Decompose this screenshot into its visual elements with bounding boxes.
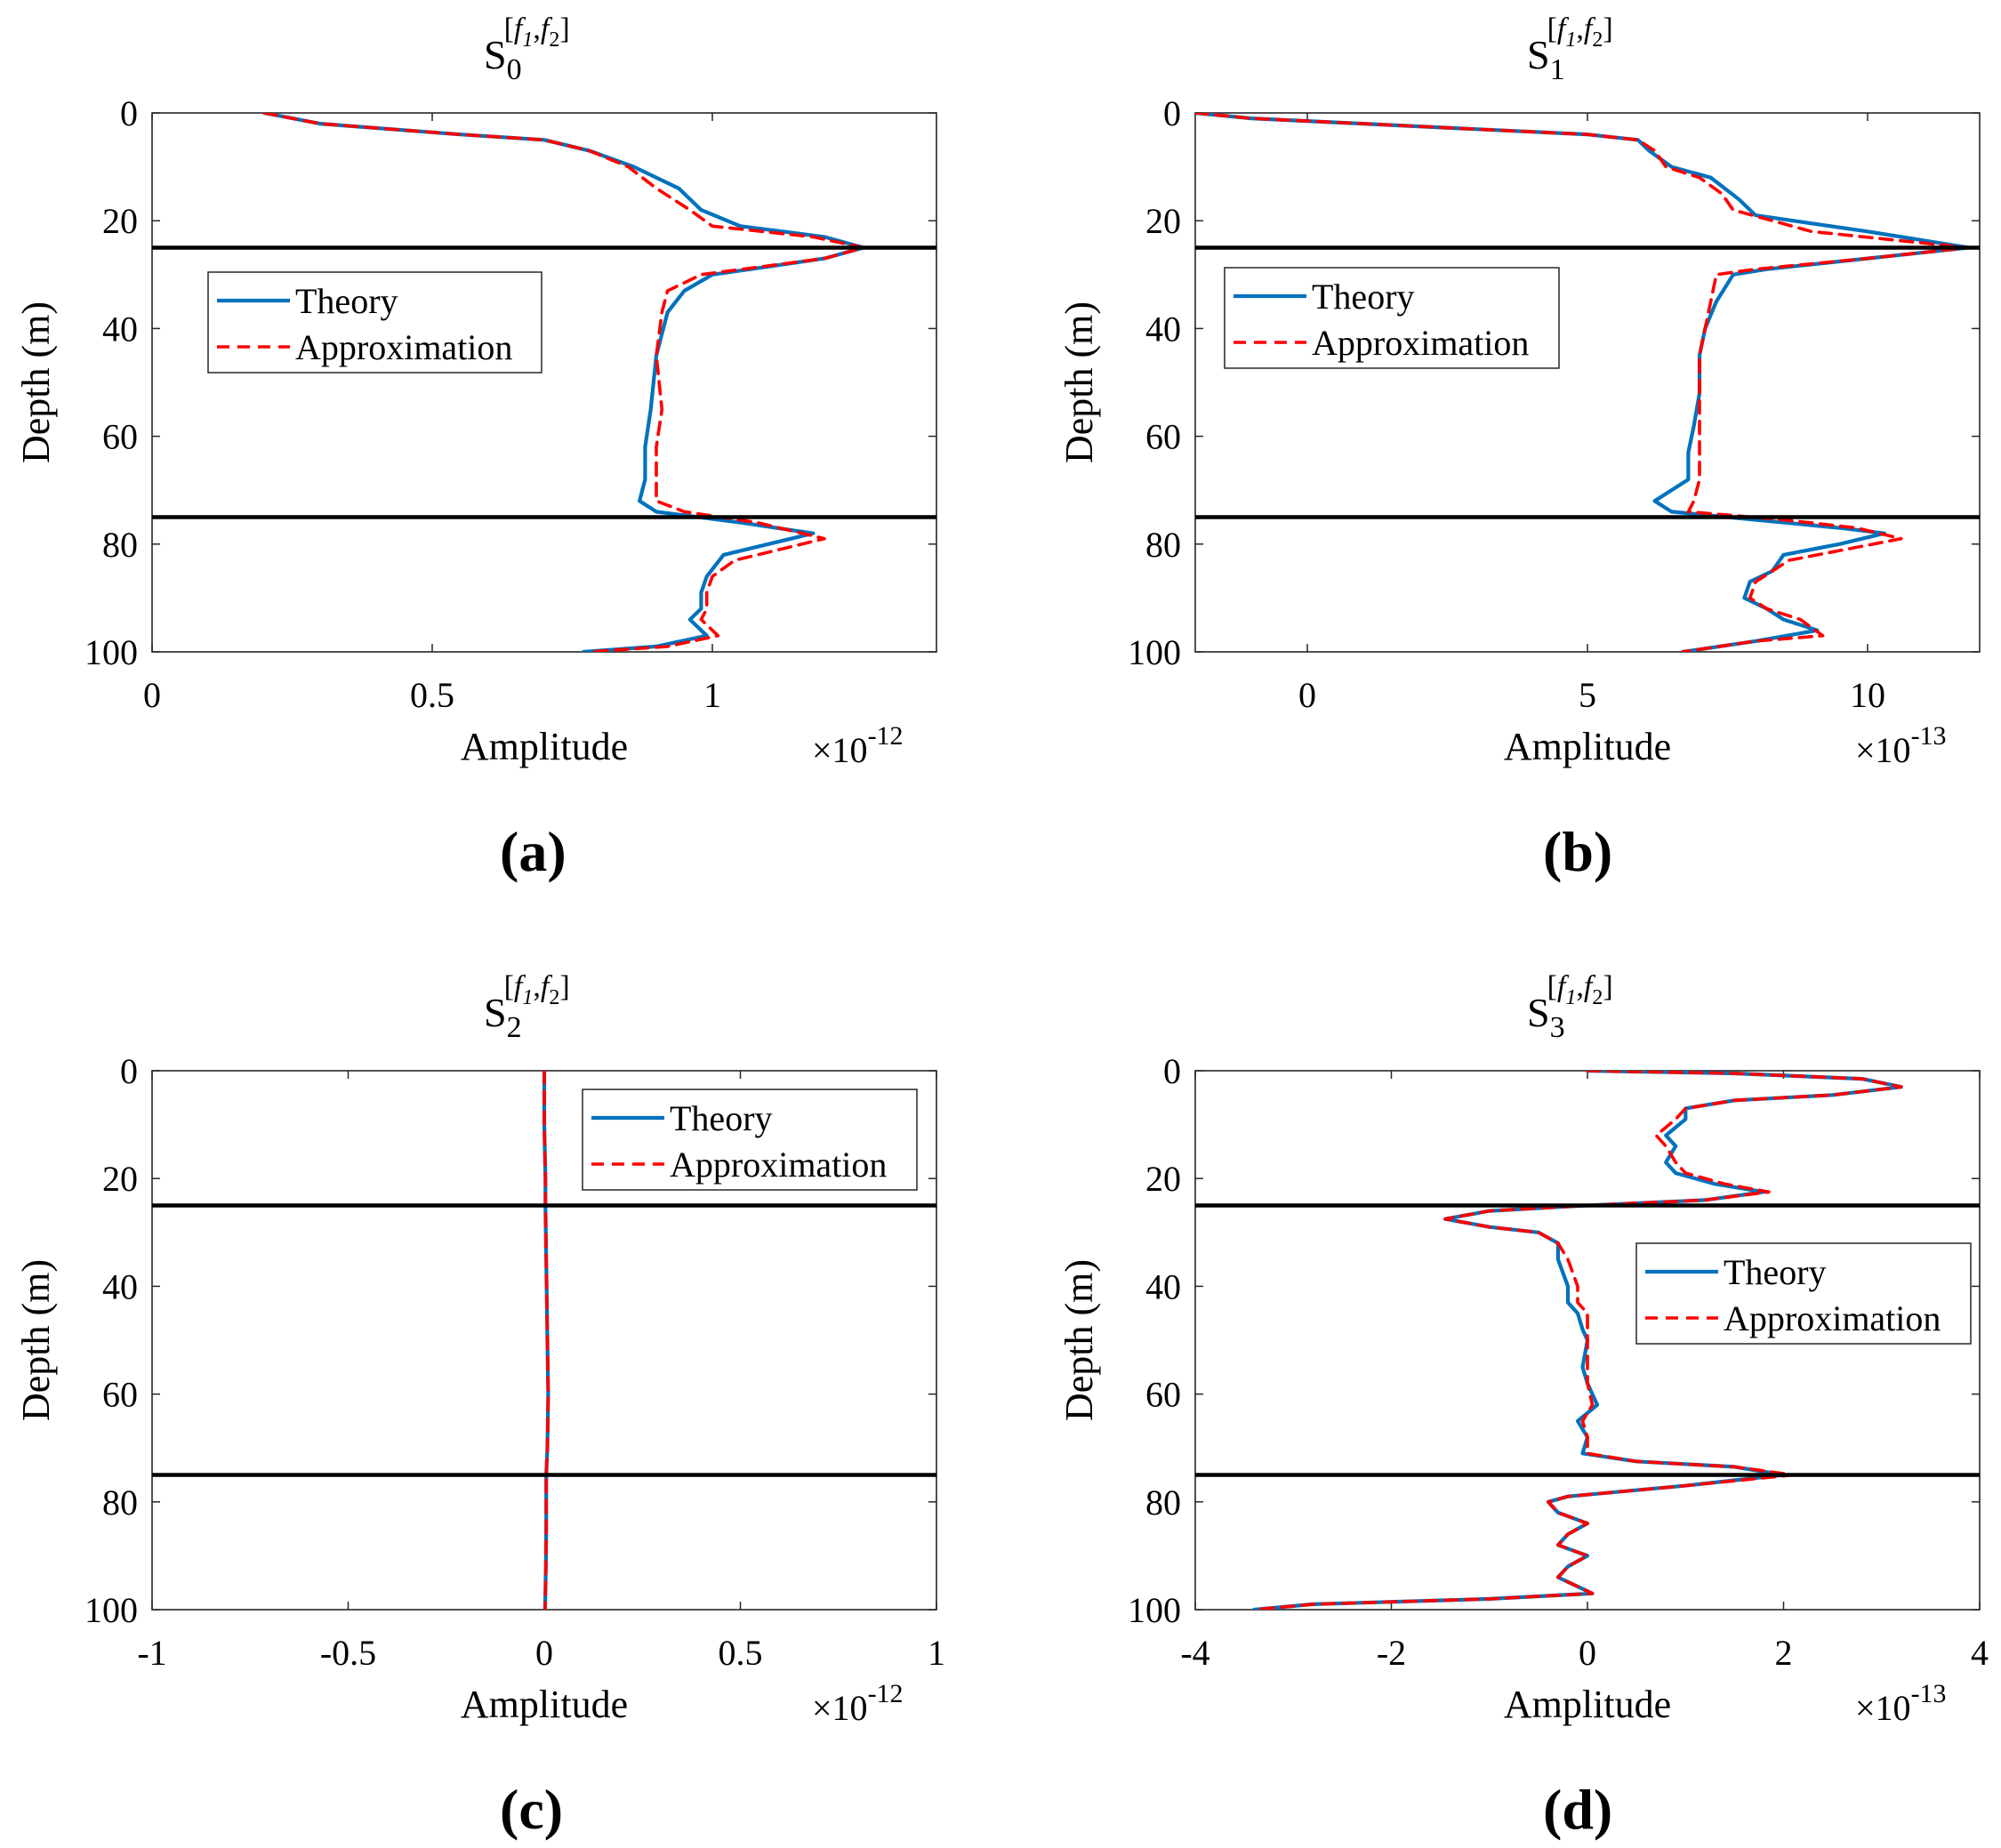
x-tick-label: -0.5 — [320, 1633, 376, 1673]
legend-entry-label: Theory — [670, 1098, 773, 1138]
y-tick-label: 60 — [102, 417, 138, 457]
x-scale-factor: ×10-13 — [1855, 1679, 1947, 1728]
x-tick-label: 0 — [535, 1633, 553, 1673]
y-axis-label: Depth (m) — [14, 301, 58, 463]
x-tick-label: 10 — [1850, 675, 1885, 715]
y-tick-label: 100 — [84, 1590, 138, 1630]
y-tick-label: 20 — [102, 1159, 138, 1199]
legend: Theory Approximation — [582, 1089, 918, 1191]
x-tick-label: 0.5 — [719, 1633, 763, 1673]
y-tick-label: 80 — [1145, 525, 1181, 565]
y-tick-label: 20 — [102, 201, 138, 241]
x-tick-label: 0 — [1298, 675, 1316, 715]
legend-entry-label: Approximation — [1724, 1298, 1941, 1338]
plot-area — [1194, 112, 1981, 653]
approximation-line — [1252, 1071, 1903, 1610]
y-tick-label: 40 — [102, 309, 138, 349]
series-group — [542, 1071, 550, 1610]
legend-entry-label: Approximation — [295, 327, 512, 367]
panel-label: (d) — [1543, 1778, 1612, 1841]
y-tick-label: 20 — [1145, 1159, 1181, 1199]
approximation-line — [1195, 113, 1971, 652]
plot-area — [151, 112, 937, 653]
panel-label: (c) — [500, 1778, 563, 1841]
series-group — [261, 113, 866, 652]
y-tick-label: 100 — [1128, 632, 1181, 672]
x-tick-label: -4 — [1180, 1633, 1209, 1673]
x-tick-label: -2 — [1377, 1633, 1406, 1673]
y-axis-label: Depth (m) — [1057, 301, 1101, 463]
legend-entry-label: Theory — [1312, 277, 1415, 317]
series-group — [1252, 1071, 1903, 1610]
x-tick-label: 5 — [1579, 675, 1596, 715]
y-tick-label: 80 — [102, 1482, 138, 1523]
x-axis-label: Amplitude — [1504, 725, 1671, 768]
y-tick-label: 40 — [1145, 1266, 1181, 1306]
y-tick-label: 0 — [120, 93, 138, 133]
x-scale-factor: ×10-13 — [1855, 721, 1947, 770]
panel-a: 0 0.5 1 0 20 40 60 80 100 Amplitude Depth (m) ×10-1… — [14, 12, 937, 883]
x-tick-label: -1 — [137, 1633, 166, 1673]
y-tick-label: 0 — [1163, 93, 1181, 133]
legend: Theory Approximation — [1635, 1242, 1972, 1345]
y-tick-label: 60 — [102, 1375, 138, 1415]
x-tick-label: 0 — [143, 675, 161, 715]
x-tick-label: 1 — [703, 675, 721, 715]
y-tick-label: 40 — [1145, 309, 1181, 349]
x-axis-label: Amplitude — [1504, 1683, 1671, 1726]
legend-entry-label: Approximation — [670, 1145, 887, 1185]
y-tick-label: 100 — [1128, 1590, 1181, 1630]
y-tick-label: 100 — [84, 632, 138, 672]
panel-title: S0[f1,f2] — [484, 12, 570, 86]
panel-title: S1[f1,f2] — [1527, 12, 1613, 86]
x-scale-factor: ×10-12 — [812, 1679, 904, 1728]
y-tick-label: 40 — [102, 1266, 138, 1306]
y-tick-label: 0 — [1163, 1051, 1181, 1091]
approximation-line — [542, 1071, 550, 1610]
y-tick-label: 60 — [1145, 1375, 1181, 1415]
y-tick-label: 20 — [1145, 201, 1181, 241]
x-tick-label: 1 — [928, 1633, 945, 1673]
y-axis-label: Depth (m) — [14, 1259, 58, 1421]
panel-title: S2[f1,f2] — [484, 970, 570, 1044]
y-axis-label: Depth (m) — [1057, 1259, 1101, 1421]
y-tick-label: 0 — [120, 1051, 138, 1091]
x-axis-label: Amplitude — [461, 725, 628, 768]
y-tick-label: 60 — [1145, 417, 1181, 457]
series-group — [1195, 113, 1971, 652]
approximation-line — [262, 113, 865, 652]
y-tick-label: 80 — [102, 525, 138, 565]
x-tick-label: 0 — [1579, 1633, 1596, 1673]
theory-line — [261, 113, 866, 652]
panel-label: (a) — [500, 820, 567, 883]
legend-entry-label: Theory — [295, 281, 398, 321]
x-axis-label: Amplitude — [461, 1683, 628, 1726]
panel-title: S3[f1,f2] — [1527, 970, 1613, 1044]
y-tick-label: 80 — [1145, 1482, 1181, 1523]
x-tick-label: 4 — [1971, 1633, 1989, 1673]
x-tick-label: 2 — [1775, 1633, 1793, 1673]
panel-label: (b) — [1543, 820, 1612, 883]
x-scale-factor: ×10-12 — [812, 721, 904, 770]
x-tick-label: 0.5 — [410, 675, 454, 715]
legend: Theory Approximation — [1224, 267, 1560, 369]
legend-entry-label: Theory — [1724, 1252, 1827, 1292]
panel-c: -1 -0.5 0 0.5 1 0 20 40 60 80 100 Amplitude Depth (m… — [14, 970, 945, 1841]
theory-line — [1195, 113, 1971, 652]
legend-entry-label: Approximation — [1312, 323, 1529, 363]
legend: Theory Approximation — [207, 271, 542, 374]
